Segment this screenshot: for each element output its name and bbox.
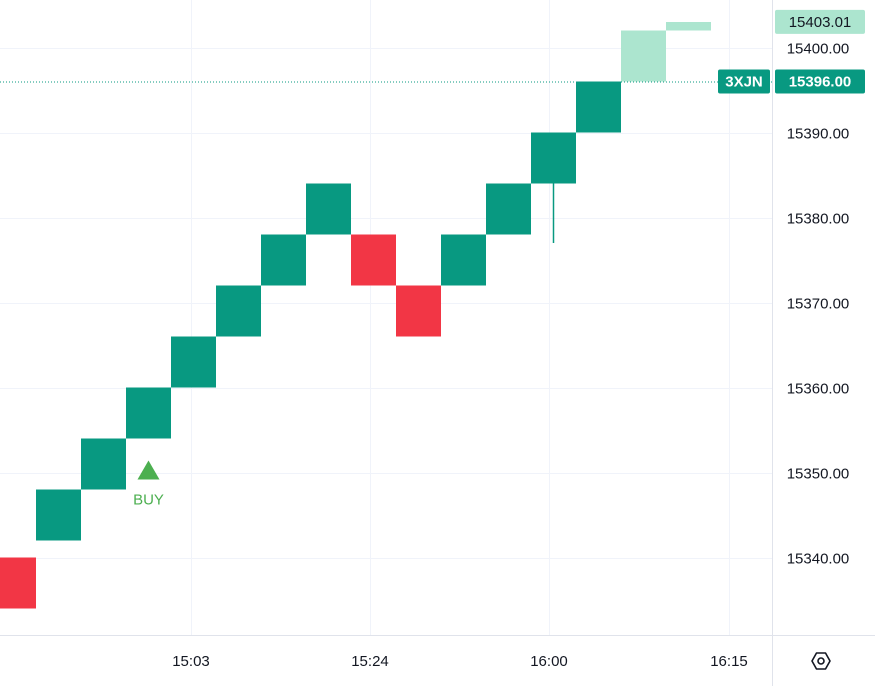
renko-brick-up <box>126 387 171 439</box>
price-tick-label: 15370.00 <box>787 296 850 313</box>
price-tick-label: 15390.00 <box>787 126 850 143</box>
time-tick-label: 15:03 <box>172 653 210 670</box>
renko-bricks <box>0 22 711 609</box>
projected-price-badge <box>775 9 865 34</box>
projected-bar <box>666 22 711 31</box>
symbol-badge <box>718 69 770 94</box>
renko-brick-up <box>486 183 531 235</box>
buy-signal-label: BUY <box>133 492 164 509</box>
renko-brick-projected <box>621 30 666 82</box>
settings-button[interactable] <box>811 652 831 670</box>
price-tick-label: 15360.00 <box>787 381 850 398</box>
time-axis[interactable]: 15:03 15:24 16:00 16:15 <box>0 635 875 671</box>
symbol-label: 3XJN <box>725 74 763 91</box>
renko-brick-down <box>0 557 36 609</box>
renko-brick-up <box>171 336 216 388</box>
time-tick-label: 16:15 <box>710 653 748 670</box>
time-tick-label: 16:00 <box>530 653 568 670</box>
price-tick-label: 15380.00 <box>787 211 850 228</box>
gear-hexagon-center <box>817 657 825 665</box>
renko-brick-up <box>531 132 576 184</box>
renko-brick-down <box>396 285 441 337</box>
renko-brick-up <box>441 234 486 286</box>
last-price-value: 15396.00 <box>789 74 852 91</box>
price-labels: 15403.01 3XJN 15396.00 <box>718 9 865 94</box>
renko-brick-up <box>261 234 306 286</box>
renko-brick-down <box>351 234 396 286</box>
price-tick-label: 15350.00 <box>787 466 850 483</box>
price-axis-background <box>772 0 875 686</box>
buy-signal-arrow-icon <box>137 460 160 480</box>
renko-brick-up <box>216 285 261 337</box>
renko-brick-up <box>81 438 126 490</box>
gear-hexagon-icon[interactable] <box>811 652 831 670</box>
grid <box>0 0 772 635</box>
renko-brick-up <box>306 183 351 235</box>
price-tick-label: 15400.00 <box>787 41 850 58</box>
last-price-badge <box>775 69 865 94</box>
price-tick-label: 15340.00 <box>787 551 850 568</box>
price-axis[interactable]: 15340.00 15350.00 15360.00 15370.00 15380.00… <box>772 0 875 686</box>
time-tick-label: 15:24 <box>351 653 389 670</box>
signals: BUY <box>133 460 164 509</box>
renko-brick-up <box>576 81 621 133</box>
renko-brick-up <box>36 489 81 541</box>
projected-price-value: 15403.01 <box>789 14 852 31</box>
